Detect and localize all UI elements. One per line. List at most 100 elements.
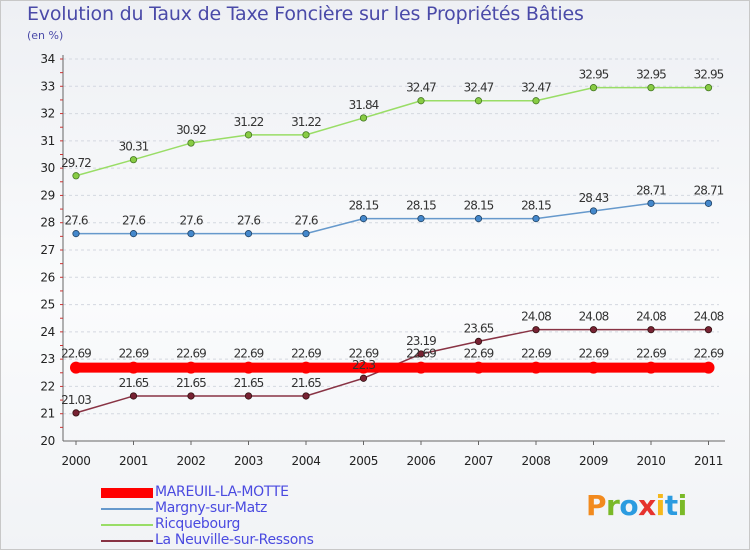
data-point — [359, 374, 368, 382]
data-label: 22.69 — [636, 347, 666, 361]
data-label: 31.22 — [291, 115, 321, 129]
data-point — [647, 199, 655, 207]
data-point — [532, 326, 540, 334]
data-label: 27.6 — [237, 214, 260, 228]
data-label: 22.69 — [579, 347, 609, 361]
data-point — [532, 97, 540, 105]
data-point — [244, 392, 253, 400]
data-label: 22.69 — [234, 347, 264, 361]
y-tick-label: 23 — [40, 352, 55, 366]
data-point — [185, 361, 197, 374]
x-tick-label: 2006 — [407, 454, 436, 468]
series-line — [76, 202, 709, 235]
data-point — [242, 361, 255, 374]
data-point — [127, 361, 140, 374]
data-label: 28.15 — [349, 199, 379, 213]
x-tick-label: 2005 — [349, 454, 378, 468]
logo-letter: P — [586, 489, 607, 522]
data-label: 28.15 — [464, 199, 494, 213]
legend-swatch — [101, 488, 153, 498]
data-label: 24.08 — [579, 310, 609, 324]
data-point — [474, 215, 483, 223]
y-tick-label: 26 — [40, 270, 55, 284]
logo-letter: t — [664, 489, 678, 522]
data-label: 21.65 — [119, 376, 149, 390]
data-label: 23.65 — [464, 321, 494, 335]
legend-swatch — [101, 540, 153, 542]
data-point — [417, 215, 425, 223]
data-point — [302, 131, 310, 139]
data-point — [72, 409, 80, 417]
legend-label: MAREUIL-LA-MOTTE — [155, 484, 289, 500]
legend-label: La Neuville-sur-Ressons — [155, 532, 314, 548]
x-tick-label: 2010 — [637, 454, 666, 468]
data-point — [589, 326, 598, 334]
data-label: 22.69 — [694, 347, 724, 361]
data-label: 27.6 — [179, 214, 202, 228]
data-point — [472, 361, 485, 374]
legend-label: Ricquebourg — [155, 516, 241, 532]
data-point — [129, 156, 138, 164]
data-label: 28.43 — [579, 191, 609, 205]
data-point — [704, 84, 713, 92]
x-tick-label: 2009 — [579, 454, 608, 468]
data-point — [474, 97, 483, 105]
series-2 — [72, 84, 713, 180]
series-0 — [70, 361, 715, 374]
data-point — [415, 361, 427, 374]
logo-letter: i — [655, 489, 666, 522]
proxiti-logo: Proxiti — [586, 489, 687, 522]
data-point — [647, 326, 655, 334]
x-tick-label: 2007 — [464, 454, 493, 468]
data-point — [187, 139, 195, 147]
data-point — [187, 230, 195, 238]
data-point — [72, 172, 80, 180]
data-point — [645, 361, 657, 374]
data-label: 22.69 — [61, 347, 91, 361]
y-tick-label: 30 — [40, 161, 55, 175]
data-point — [187, 392, 195, 400]
y-tick-label: 20 — [40, 434, 55, 448]
axes — [60, 55, 725, 445]
data-label: 22.69 — [406, 347, 436, 361]
data-label: 27.6 — [294, 214, 317, 228]
y-tick-label: 31 — [40, 134, 55, 148]
data-label: 31.84 — [349, 98, 379, 112]
y-tick-label: 27 — [40, 243, 55, 257]
data-point — [300, 361, 312, 374]
data-label: 24.08 — [521, 310, 551, 324]
data-point — [72, 230, 80, 238]
chart-title: Evolution du Taux de Taxe Foncière sur l… — [27, 3, 584, 25]
y-tick-label: 32 — [40, 107, 55, 121]
data-label: 22.69 — [119, 347, 149, 361]
data-point — [357, 361, 370, 374]
logo-letter: i — [677, 489, 688, 522]
data-label: 28.15 — [406, 199, 436, 213]
x-tick-label: 2003 — [234, 454, 263, 468]
data-label: 21.03 — [61, 393, 91, 407]
data-label: 30.31 — [119, 140, 149, 154]
data-label: 21.65 — [234, 376, 264, 390]
x-tick-labels: 2000 2001 2002 2003 2004 2005 2006 2007 2008 2009… — [62, 454, 724, 468]
data-point — [704, 326, 713, 334]
data-point — [647, 84, 655, 92]
logo-letter: r — [606, 489, 620, 522]
data-label: 28.71 — [636, 183, 666, 197]
series-1 — [72, 199, 713, 238]
data-point — [129, 392, 138, 400]
data-label: 27.6 — [64, 214, 87, 228]
data-label: 22.69 — [521, 347, 551, 361]
data-point — [70, 361, 82, 374]
data-point — [704, 199, 713, 207]
logo-letter: x — [638, 489, 656, 522]
data-point — [587, 361, 600, 374]
data-point — [589, 207, 598, 215]
data-label: 27.6 — [122, 214, 145, 228]
data-label: 32.47 — [464, 81, 494, 95]
data-label: 32.95 — [579, 68, 609, 82]
data-label: 21.65 — [176, 376, 206, 390]
legend-label: Margny-sur-Matz — [155, 500, 268, 516]
data-point — [359, 114, 368, 122]
y-tick-label: 34 — [40, 52, 55, 66]
